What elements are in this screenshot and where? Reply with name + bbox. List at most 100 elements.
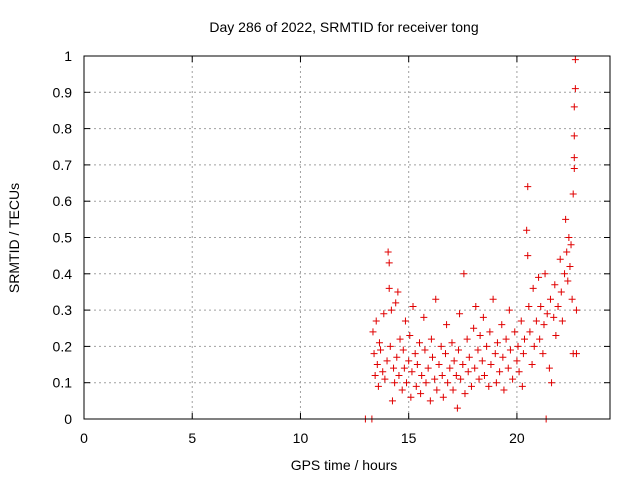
data-point — [532, 317, 540, 325]
data-point — [500, 386, 508, 394]
data-point — [571, 56, 579, 64]
data-point — [493, 339, 501, 347]
data-point — [383, 357, 391, 365]
y-tick-label: 0.8 — [53, 121, 73, 137]
data-point — [370, 350, 378, 358]
data-point — [401, 317, 409, 325]
data-point — [446, 364, 454, 372]
x-tick-label: 15 — [401, 430, 417, 446]
data-point — [486, 328, 494, 336]
data-point — [379, 368, 387, 376]
y-tick-label: 0.3 — [53, 302, 73, 318]
data-point — [518, 382, 526, 390]
data-point — [539, 350, 547, 358]
y-tick-label: 0.5 — [53, 230, 73, 246]
data-point — [407, 393, 415, 401]
data-point — [537, 302, 545, 310]
chart-title: Day 286 of 2022, SRMTID for receiver ton… — [209, 19, 478, 35]
data-point — [485, 382, 493, 390]
data-point — [504, 364, 512, 372]
data-point — [564, 277, 572, 285]
data-point — [380, 310, 388, 318]
data-point — [394, 288, 402, 296]
data-point — [567, 241, 575, 249]
data-point — [487, 361, 495, 369]
data-point — [572, 306, 580, 314]
data-point — [565, 234, 573, 241]
data-point — [464, 368, 472, 376]
data-point — [472, 302, 480, 310]
data-point — [450, 357, 458, 365]
data-point — [523, 226, 531, 234]
data-point — [498, 321, 506, 329]
y-tick-label: 0.6 — [53, 193, 73, 209]
data-point — [474, 346, 482, 354]
data-point — [391, 379, 399, 387]
data-point — [449, 386, 457, 394]
y-tick-label: 0.7 — [53, 157, 73, 173]
data-point — [525, 302, 533, 310]
data-point — [554, 302, 562, 310]
data-point — [524, 183, 532, 191]
data-point — [499, 353, 507, 361]
data-point — [562, 215, 570, 223]
data-point — [476, 332, 484, 340]
data-point — [546, 295, 554, 303]
data-point — [571, 85, 579, 93]
data-point — [461, 390, 469, 398]
data-point — [519, 350, 527, 358]
y-tick-label: 1 — [64, 48, 72, 64]
data-point — [556, 255, 564, 263]
data-point — [511, 328, 519, 336]
data-point — [471, 364, 479, 372]
data-point — [480, 371, 488, 379]
x-tick-label: 0 — [80, 430, 88, 446]
data-point — [540, 321, 548, 329]
data-point — [390, 364, 398, 372]
data-point — [563, 248, 571, 256]
data-point — [459, 361, 467, 369]
data-point — [536, 335, 544, 343]
data-point — [483, 342, 491, 350]
grid-layer — [84, 56, 610, 419]
data-point — [385, 259, 393, 267]
data-point — [374, 382, 382, 390]
data-point — [517, 317, 525, 325]
data-point — [492, 379, 500, 387]
data-point — [411, 350, 419, 358]
data-point — [412, 382, 420, 390]
data-point — [371, 371, 379, 379]
data-point — [572, 350, 580, 358]
data-point — [514, 342, 522, 350]
data-point — [561, 270, 569, 278]
data-point — [439, 393, 447, 401]
data-point — [384, 248, 392, 256]
data-point — [570, 132, 578, 140]
data-point — [431, 375, 439, 383]
data-point — [400, 364, 408, 372]
data-point — [417, 390, 425, 398]
data-point — [420, 313, 428, 321]
data-point — [491, 350, 499, 358]
data-point — [506, 346, 514, 354]
data-point — [453, 404, 461, 412]
data-point — [489, 295, 497, 303]
data-point — [388, 397, 396, 405]
data-point — [375, 339, 383, 347]
data-point — [470, 324, 478, 332]
x-axis-label: GPS time / hours — [291, 457, 398, 473]
data-point — [551, 281, 559, 289]
data-point — [433, 386, 441, 394]
data-point — [373, 361, 381, 369]
data-point — [441, 350, 449, 358]
data-points — [361, 56, 580, 423]
data-point — [422, 379, 430, 387]
data-point — [529, 284, 537, 292]
data-point — [372, 317, 380, 325]
data-point — [393, 353, 401, 361]
data-point — [443, 321, 451, 329]
data-point — [569, 190, 577, 198]
data-point — [369, 328, 377, 336]
data-point — [413, 361, 421, 369]
